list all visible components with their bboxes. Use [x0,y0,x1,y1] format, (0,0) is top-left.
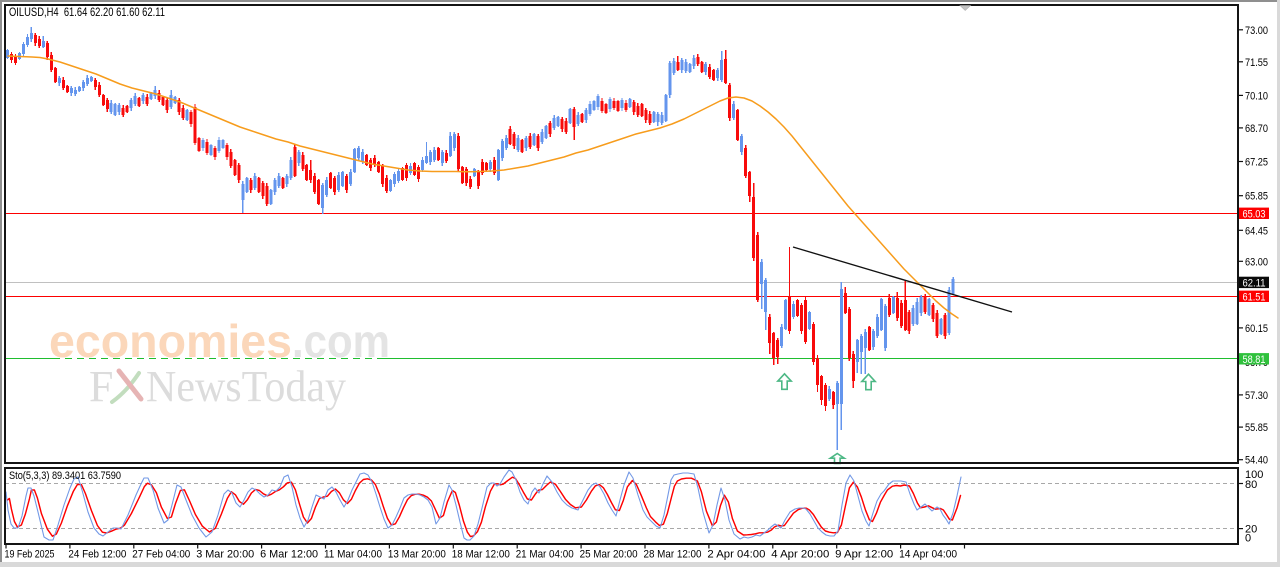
svg-text:Sto(5,3,3) 89.3401 63.7590: Sto(5,3,3) 89.3401 63.7590 [9,470,121,482]
svg-text:economies: economies [49,315,292,367]
svg-text:63.00: 63.00 [1245,256,1268,268]
svg-text:19 Feb 2025: 19 Feb 2025 [5,549,55,561]
svg-text:F: F [89,362,113,411]
svg-text:25 Mar 20:00: 25 Mar 20:00 [580,549,638,561]
svg-text:NewsToday: NewsToday [146,362,346,411]
svg-text:61.51: 61.51 [1243,291,1266,303]
svg-text:65.03: 65.03 [1243,208,1266,220]
svg-text:28 Mar 12:00: 28 Mar 12:00 [644,549,702,561]
svg-text:13 Mar 20:00: 13 Mar 20:00 [388,549,446,561]
svg-text:70.10: 70.10 [1245,90,1268,102]
svg-text:67.25: 67.25 [1245,157,1268,169]
svg-text:54.40: 54.40 [1245,455,1268,467]
svg-text:27 Feb 04:00: 27 Feb 04:00 [132,549,190,561]
svg-text:OILUSD,H4 61.64 62.20 61.60 6: OILUSD,H4 61.64 62.20 61.60 62.11 [9,5,165,19]
svg-text:9 Apr 12:00: 9 Apr 12:00 [835,549,893,561]
svg-text:24 Feb 12:00: 24 Feb 12:00 [68,549,126,561]
svg-text:20: 20 [1245,524,1257,536]
svg-text:21 Mar 04:00: 21 Mar 04:00 [516,549,574,561]
svg-text:64.45: 64.45 [1245,225,1268,237]
svg-text:68.70: 68.70 [1245,123,1268,135]
svg-text:55.85: 55.85 [1245,422,1268,434]
svg-text:57.30: 57.30 [1245,390,1268,402]
svg-text:65.85: 65.85 [1245,191,1268,203]
svg-text:3 Mar 20:00: 3 Mar 20:00 [196,549,254,561]
svg-text:18 Mar 12:00: 18 Mar 12:00 [452,549,510,561]
svg-text:58.81: 58.81 [1243,354,1266,366]
svg-text:60.15: 60.15 [1245,323,1268,335]
svg-text:0: 0 [1245,533,1251,545]
svg-text:4 Apr 20:00: 4 Apr 20:00 [771,549,829,561]
svg-text:62.11: 62.11 [1243,277,1266,289]
svg-text:71.55: 71.55 [1245,57,1268,69]
svg-text:73.00: 73.00 [1245,25,1268,37]
svg-text:11 Mar 04:00: 11 Mar 04:00 [324,549,382,561]
svg-text:14 Apr 04:00: 14 Apr 04:00 [899,549,957,561]
svg-text:6 Mar 12:00: 6 Mar 12:00 [260,549,318,561]
svg-text:.com: .com [292,315,390,367]
svg-text:2 Apr 04:00: 2 Apr 04:00 [707,549,765,561]
svg-text:80: 80 [1245,479,1257,491]
svg-text:100: 100 [1245,469,1263,481]
